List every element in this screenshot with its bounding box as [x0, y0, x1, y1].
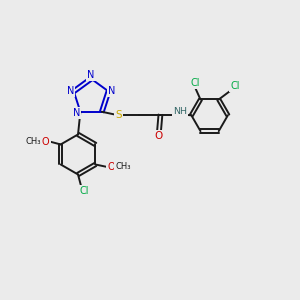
Text: N: N: [67, 86, 74, 96]
Text: NH: NH: [173, 107, 187, 116]
Text: O: O: [155, 131, 163, 141]
Text: Cl: Cl: [80, 186, 89, 196]
Text: N: N: [108, 86, 116, 96]
Text: N: N: [87, 70, 95, 80]
Text: Cl: Cl: [230, 81, 240, 91]
Text: O: O: [42, 136, 50, 146]
Text: CH₃: CH₃: [115, 162, 131, 171]
Text: S: S: [115, 110, 122, 120]
Text: CH₃: CH₃: [25, 137, 41, 146]
Text: N: N: [73, 108, 80, 118]
Text: O: O: [107, 162, 115, 172]
Text: Cl: Cl: [190, 78, 200, 88]
